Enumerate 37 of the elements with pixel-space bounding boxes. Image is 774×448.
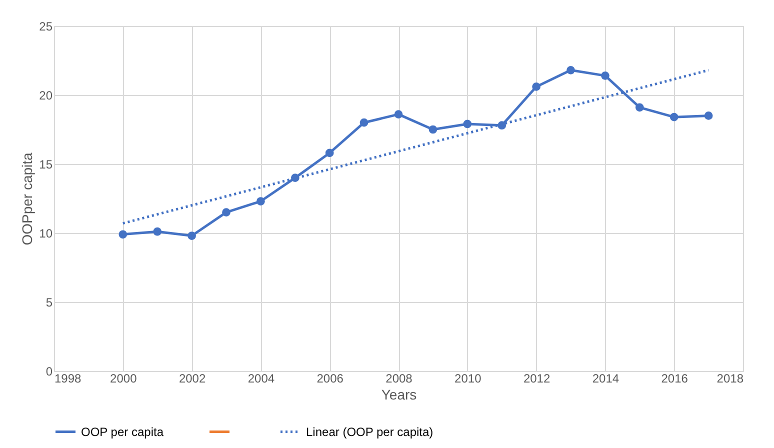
y-tick-label: 5 [46, 296, 53, 310]
x-tick-label: 2008 [386, 372, 413, 386]
x-tick-label: 2002 [178, 372, 206, 386]
point [394, 110, 403, 118]
x-tick-label: 2012 [523, 372, 550, 386]
point [428, 125, 438, 134]
x-tick-label: 2018 [716, 372, 744, 386]
x-tick-label: 2006 [316, 372, 344, 386]
point [704, 112, 713, 120]
point [188, 232, 196, 240]
x-tick-label: 2010 [454, 372, 482, 386]
point [463, 120, 472, 128]
x-tick-label: 2000 [110, 372, 138, 386]
y-axis-title: OOPper capita [19, 152, 36, 246]
x-axis-title: Years [381, 386, 417, 402]
point [670, 112, 678, 122]
point [635, 103, 644, 112]
y-tick-label: 25 [39, 20, 53, 34]
point [256, 197, 265, 206]
point [222, 208, 230, 216]
y-tick-label: 10 [39, 226, 53, 240]
x-tick-label: 2016 [661, 372, 688, 386]
legend-label: Linear (OOP per capita) [306, 424, 434, 439]
point [566, 66, 575, 74]
point [118, 230, 128, 239]
y-tick-label: 0 [46, 364, 53, 378]
y-tick-label: 15 [39, 158, 53, 172]
point [360, 118, 368, 127]
point [325, 148, 334, 158]
point [532, 82, 540, 91]
legend-label: OOP per capita [81, 424, 164, 439]
x-tick-label: 2004 [248, 372, 275, 386]
point [601, 72, 610, 80]
x-tick-label: 1998 [54, 372, 82, 386]
point [153, 227, 162, 236]
y-tick-label: 20 [39, 88, 53, 102]
x-tick-label: 2014 [592, 372, 620, 386]
